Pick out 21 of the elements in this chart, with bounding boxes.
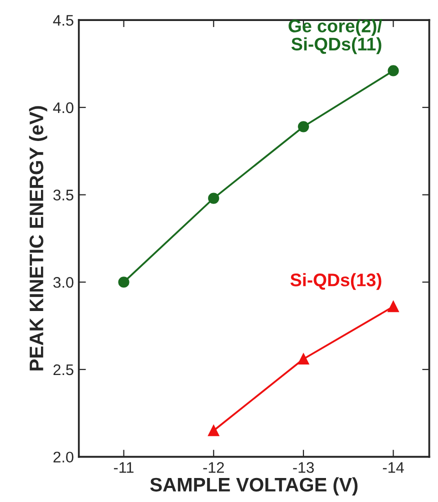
- point: [208, 425, 220, 436]
- y-tick-label: 4.0: [53, 102, 74, 114]
- series-label: Ge core(2)/ Si-QDs(11): [288, 19, 382, 54]
- x-tick-label: -12: [203, 462, 224, 473]
- x-tick-label: -11: [114, 462, 134, 473]
- point: [298, 353, 310, 365]
- point: [118, 276, 130, 288]
- series-label: Si-QDs(13): [290, 273, 382, 290]
- y-tick-label: 3.0: [53, 276, 74, 288]
- y-tick-label: 4.5: [53, 15, 74, 26]
- x-tick-label: -13: [293, 462, 314, 473]
- point: [298, 121, 310, 132]
- y-tick-label: 2.5: [54, 364, 74, 376]
- x-tick-label: -14: [382, 462, 404, 473]
- point: [208, 192, 220, 204]
- x-axis-title: SAMPLE VOLTAGE (V): [150, 477, 358, 496]
- point: [388, 301, 399, 312]
- y-tick-label: 2.0: [54, 452, 74, 463]
- point: [388, 65, 399, 76]
- y-axis-title: PEAK KINETIC ENERGY (eV): [29, 106, 48, 370]
- y-tick-label: 3.5: [53, 190, 74, 200]
